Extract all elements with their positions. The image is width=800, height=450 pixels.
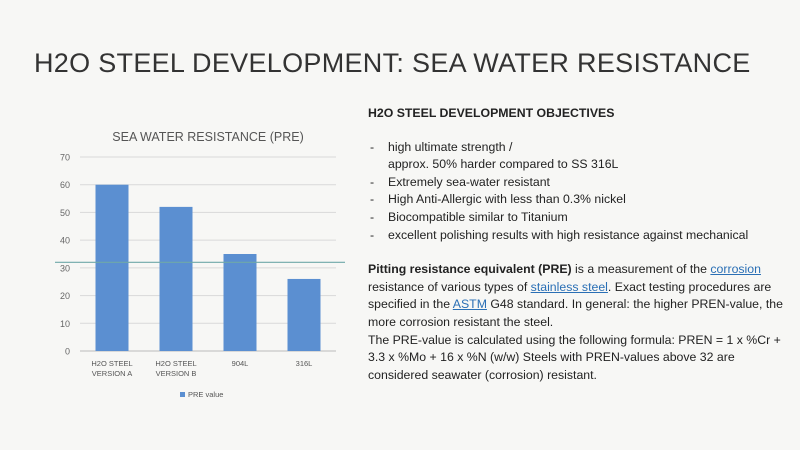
objective-text-continued: approx. 50% harder compared to SS 316L: [388, 157, 619, 172]
pre-description: Pitting resistance equivalent (PRE) is a…: [368, 261, 788, 331]
x-tick-label: 904L: [232, 359, 249, 368]
x-tick-label: H2O STEEL: [155, 359, 196, 368]
pre-formula: The PRE-value is calculated using the fo…: [368, 332, 781, 382]
x-tick-label: H2O STEEL: [91, 359, 132, 368]
x-tick-label: VERSION B: [156, 369, 197, 378]
bar-2: [223, 254, 257, 351]
legend-swatch: [180, 392, 185, 397]
objective-item: excellent polishing results with high re…: [368, 227, 758, 245]
objective-item: high ultimate strength / approx. 50% hard…: [368, 139, 788, 174]
description-text: is a measurement of the: [571, 262, 711, 277]
bar-0: [95, 184, 129, 351]
objective-text: Biocompatible similar to Titanium: [388, 209, 568, 224]
y-tick-label: 50: [60, 208, 70, 218]
y-tick-label: 10: [60, 319, 70, 329]
x-tick-label: VERSION A: [92, 369, 132, 378]
slide-title: H2O STEEL DEVELOPMENT: SEA WATER RESISTA…: [34, 48, 751, 78]
x-tick-label: 316L: [296, 359, 313, 368]
corrosion-link[interactable]: corrosion: [710, 262, 761, 277]
objective-text: Extremely sea-water resistant: [388, 174, 550, 189]
objectives-heading: H2O STEEL DEVELOPMENT OBJECTIVES: [368, 106, 615, 120]
objective-item: Extremely sea-water resistant: [368, 174, 788, 192]
objective-text: High Anti-Allergic with less than 0.3% n…: [388, 192, 626, 207]
astm-link[interactable]: ASTM: [452, 297, 487, 312]
objective-item: High Anti-Allergic with less than 0.3% n…: [368, 191, 788, 209]
legend-label: PRE value: [188, 390, 223, 399]
objective-text: high ultimate strength /: [388, 139, 513, 154]
pre-bar-chart: SEA WATER RESISTANCE (PRE) 0 10 20 30 40 50 60 7…: [55, 130, 345, 399]
objective-text: excellent polishing results with high re…: [388, 227, 749, 242]
y-tick-label: 0: [65, 347, 70, 357]
y-tick-label: 30: [60, 263, 70, 273]
y-tick-label: 40: [60, 236, 70, 246]
pre-term: Pitting resistance equivalent (PRE): [368, 262, 572, 277]
description-text: resistance of various types of: [368, 279, 531, 294]
y-tick-label: 20: [60, 291, 70, 301]
y-tick-label: 60: [60, 180, 70, 190]
objectives-panel: H2O STEEL DEVELOPMENT OBJECTIVES high ul…: [368, 105, 788, 384]
description-text: G48 standard. In general: the higher PRE…: [368, 297, 783, 329]
objectives-list: high ultimate strength / approx. 50% hard…: [368, 139, 788, 245]
bar-3: [287, 278, 321, 351]
y-tick-label: 70: [60, 153, 70, 163]
stainless-steel-link[interactable]: stainless steel: [530, 279, 608, 294]
objective-item: Biocompatible similar to Titanium: [368, 209, 788, 227]
bar-1: [159, 206, 193, 351]
description-text: . Exact testing procedures are specified…: [368, 279, 772, 312]
chart-title: SEA WATER RESISTANCE (PRE): [112, 130, 303, 144]
